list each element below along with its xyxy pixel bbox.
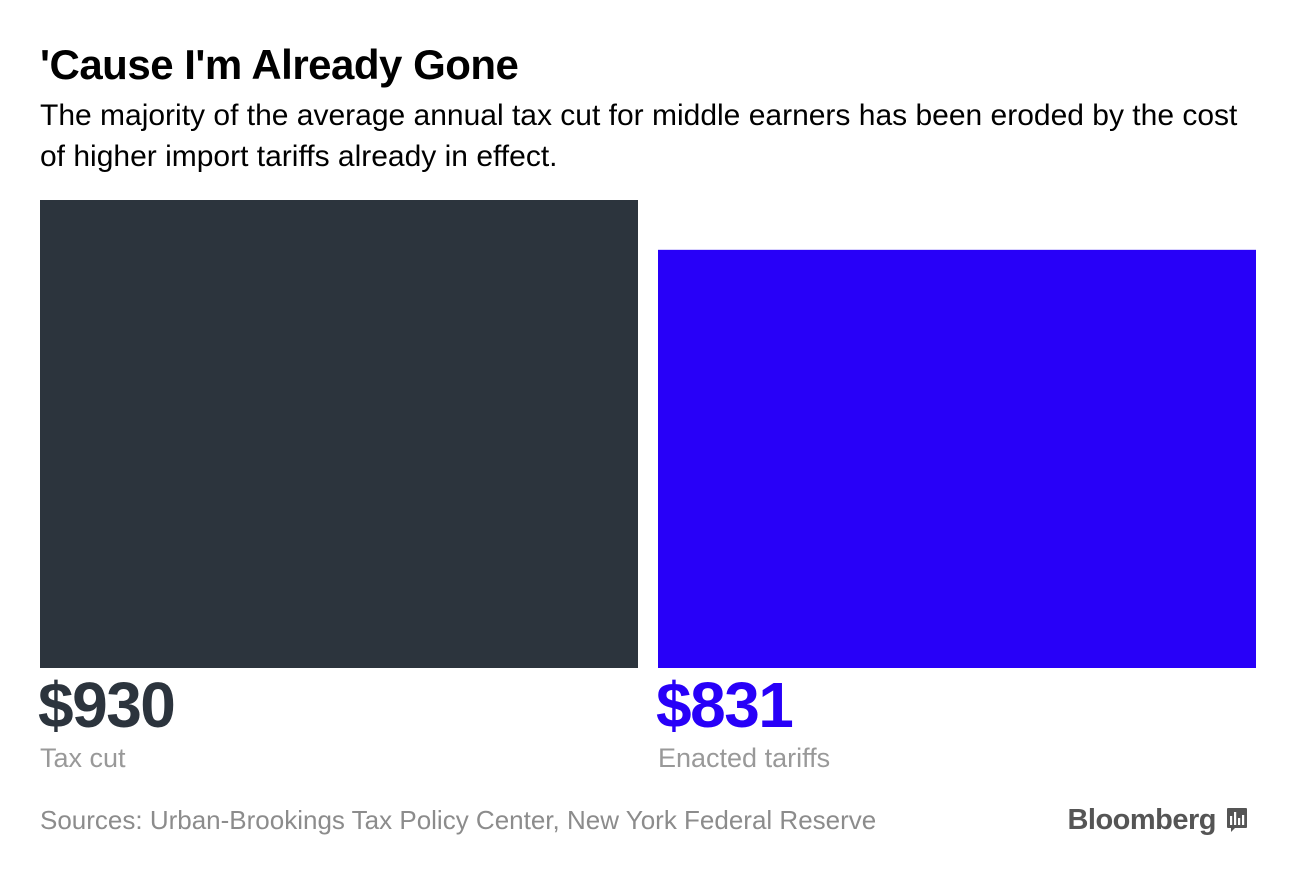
brand-name: Bloomberg	[1067, 804, 1216, 836]
bar-value-label: $930	[38, 669, 176, 741]
brand-logo: Bloomberg	[1067, 803, 1248, 837]
bar-tax-cut	[40, 200, 638, 668]
chart-subtitle: The majority of the average annual tax c…	[40, 99, 1238, 173]
bar-value-label: $831	[656, 669, 794, 741]
bar-category-label: Enacted tariffs	[658, 743, 831, 773]
bloomberg-chart-icon	[1227, 808, 1247, 832]
chart-title: 'Cause I'm Already Gone	[40, 41, 519, 88]
bar-category-label: Tax cut	[40, 743, 126, 773]
bar-enacted-tariffs	[658, 249, 1256, 669]
source-note: Sources: Urban-Brookings Tax Policy Cent…	[40, 805, 877, 835]
